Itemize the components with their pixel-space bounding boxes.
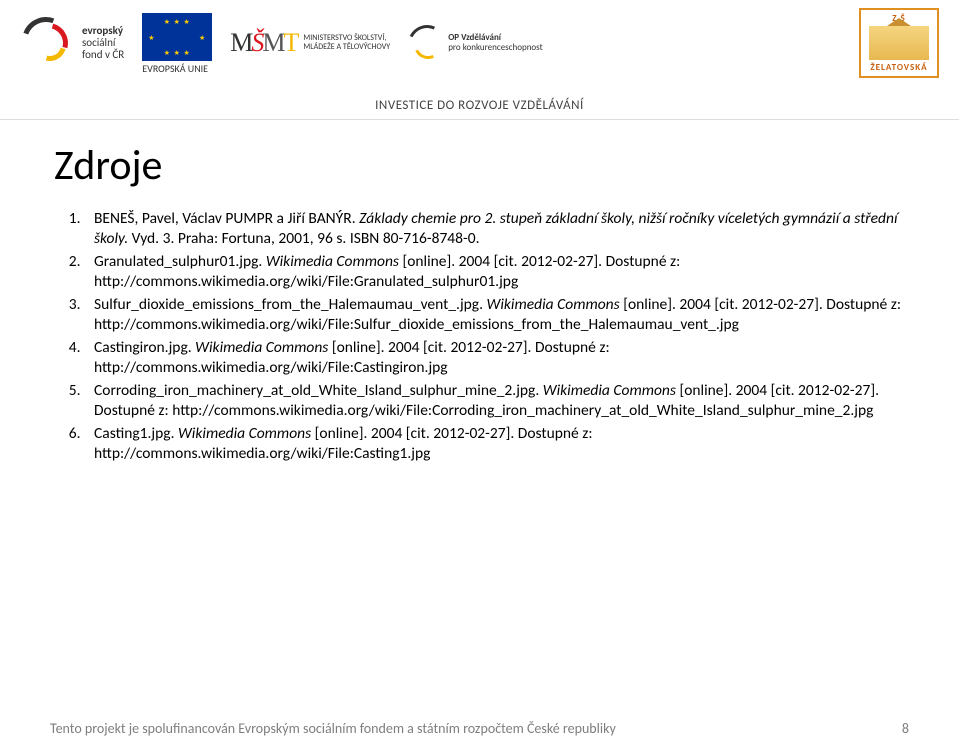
ref-italic: Wikimedia Commons <box>543 381 676 400</box>
footer: Tento projekt je spolufinancován Evropsk… <box>50 720 909 737</box>
ref-plain: Corroding_iron_machinery_at_old_White_Is… <box>94 381 543 400</box>
opvk-line2: pro konkurenceschopnost <box>448 42 542 53</box>
page-number: 8 <box>902 720 909 737</box>
ref-item: Granulated_sulphur01.jpg. Wikimedia Comm… <box>84 252 909 293</box>
opvk-text: OP Vzdělávání pro konkurenceschopnost <box>448 33 542 53</box>
slide-content: Zdroje BENEŠ, Pavel, Václav PUMPR a Jiří… <box>0 120 959 464</box>
esf-logo: evropský sociální fond v ČR <box>20 15 124 71</box>
eu-flag-icon: ★ ★ ★ ★ ★ ★ ★ ★ <box>142 13 212 61</box>
opvk-logo: OP Vzdělávání pro konkurenceschopnost <box>408 25 542 61</box>
ref-item: BENEŠ, Pavel, Václav PUMPR a Jiří BANÝR.… <box>84 209 909 250</box>
ref-italic: Wikimedia Commons <box>178 424 311 443</box>
ref-item: Sulfur_dioxide_emissions_from_the_Halema… <box>84 295 909 336</box>
ref-plain: Sulfur_dioxide_emissions_from_the_Halema… <box>94 295 487 314</box>
eu-logo: ★ ★ ★ ★ ★ ★ ★ ★ EVROPSKÁ UNIE <box>142 13 212 74</box>
esf-line2: sociální <box>82 36 115 49</box>
ref-plain: Vyd. 3. Praha: Fortuna, 2001, 96 s. ISBN… <box>128 229 479 248</box>
esf-icon <box>20 15 76 71</box>
ref-plain: Casting1.jpg. <box>94 424 178 443</box>
eu-label: EVROPSKÁ UNIE <box>142 63 208 74</box>
ref-italic: Wikimedia Commons <box>195 338 328 357</box>
building-icon <box>869 26 929 60</box>
ref-item: Castingiron.jpg. Wikimedia Commons [onli… <box>84 338 909 379</box>
msmt-logo: MŠMT MINISTERSTVO ŠKOLSTVÍ, MLÁDEŽE A TĚ… <box>230 28 390 58</box>
opvk-icon <box>408 25 444 61</box>
page-title: Zdroje <box>54 140 909 191</box>
ref-item: Casting1.jpg. Wikimedia Commons [online]… <box>84 424 909 465</box>
ref-item: Corroding_iron_machinery_at_old_White_Is… <box>84 381 909 422</box>
header-band: evropský sociální fond v ČR ★ ★ ★ ★ ★ ★ … <box>0 0 959 120</box>
msmt-icon: MŠMT <box>230 28 297 58</box>
esf-line3: fond v ČR <box>82 48 124 61</box>
ref-plain: Granulated_sulphur01.jpg. <box>94 252 266 271</box>
ref-plain: BENEŠ, Pavel, Václav PUMPR a Jiří BANÝR. <box>94 209 359 228</box>
invest-tagline: INVESTICE DO ROZVOJE VZDĚLÁVÁNÍ <box>0 98 959 113</box>
ref-plain: Castingiron.jpg. <box>94 338 195 357</box>
logo-row: evropský sociální fond v ČR ★ ★ ★ ★ ★ ★ … <box>0 0 959 78</box>
zs-bottom: ŽELATOVSKÁ <box>870 62 927 73</box>
ref-italic: Wikimedia Commons <box>487 295 620 314</box>
footer-text: Tento projekt je spolufinancován Evropsk… <box>50 720 616 737</box>
ref-italic: Wikimedia Commons <box>266 252 399 271</box>
msmt-line2: MLÁDEŽE A TĚLOVÝCHOVY <box>303 42 390 52</box>
esf-text: evropský sociální fond v ČR <box>82 25 124 61</box>
reference-list: BENEŠ, Pavel, Václav PUMPR a Jiří BANÝR.… <box>50 209 909 464</box>
msmt-text: MINISTERSTVO ŠKOLSTVÍ, MLÁDEŽE A TĚLOVÝC… <box>303 34 390 52</box>
zs-logo: Z Š ŽELATOVSKÁ <box>859 8 939 78</box>
